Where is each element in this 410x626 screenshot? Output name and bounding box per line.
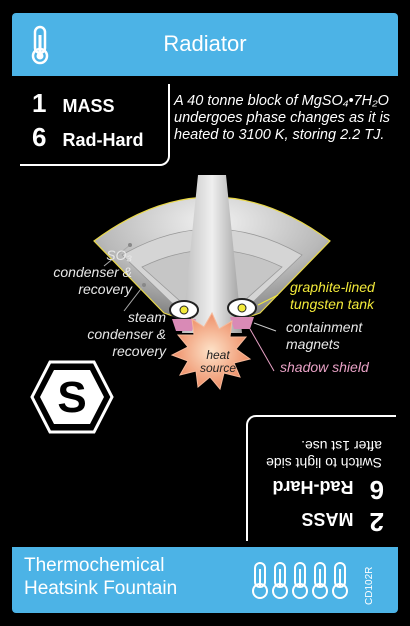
label-so3-condenser: SO₃ condenser & recovery <box>53 247 132 297</box>
tungsten-tank-right <box>227 298 257 329</box>
mass-stat: 1 MASS <box>32 88 114 119</box>
label-steam-condenser: steam condenser & recovery <box>87 309 166 359</box>
radhard-stat: 6 Rad-Hard <box>32 122 143 153</box>
flip-radhard-label: Rad-Hard <box>272 477 354 497</box>
card-type-title: Radiator <box>163 31 247 56</box>
label-shadow-shield: shadow shield <box>280 359 369 375</box>
flip-note: Switch to light side after 1st use. <box>266 438 382 471</box>
thermometer-outline-icon <box>272 562 288 599</box>
thermometer-outline-icon <box>292 562 308 599</box>
hexagon-s-icon: S <box>30 360 114 434</box>
thermometer-pips <box>252 562 348 599</box>
label-containment-magnets: containment magnets <box>286 319 363 352</box>
thermometer-outline-icon <box>252 562 268 599</box>
card-name-line1: Thermochemical <box>24 555 165 576</box>
flip-mass-label: MASS <box>301 509 354 529</box>
thermometer-icon <box>31 25 49 65</box>
card-name: Thermochemical Heatsink Fountain <box>24 554 177 600</box>
fountain-diagram <box>93 175 331 391</box>
flip-side-box: 2 MASS 6 Rad-Hard Switch to light side a… <box>244 413 396 541</box>
flip-radhard-stat: 6 Rad-Hard <box>273 474 384 505</box>
game-card[interactable]: Radiator 1 MASS 6 Rad-Hard A 40 tonne bl… <box>12 13 398 613</box>
stats-box: 1 MASS 6 Rad-Hard <box>20 84 170 166</box>
card-footer: Thermochemical Heatsink Fountain CD102R <box>12 547 398 613</box>
flip-radhard-value: 6 <box>369 475 384 505</box>
radhard-label: Rad-Hard <box>62 130 144 150</box>
flip-mass-stat: 2 MASS <box>302 506 384 537</box>
heat-source-burst <box>170 311 252 391</box>
card-code: CD102R <box>364 566 375 605</box>
thermometer-outline-icon <box>312 562 328 599</box>
card-description: A 40 tonne block of MgSO₄•7H₂O undergoes… <box>174 93 391 143</box>
central-column <box>182 175 242 333</box>
label-graphite-tank: graphite-lined tungsten tank <box>290 279 375 312</box>
thermometer-outline-icon <box>332 562 348 599</box>
mass-value: 1 <box>32 88 47 118</box>
card-header: Radiator <box>12 13 398 76</box>
radhard-value: 6 <box>32 122 47 152</box>
tungsten-tank-left <box>169 300 199 331</box>
symbol-letter: S <box>57 373 86 422</box>
card-name-line2: Heatsink Fountain <box>24 578 178 599</box>
flip-mass-value: 2 <box>369 507 384 537</box>
mass-label: MASS <box>62 96 115 116</box>
label-heat-source: heat source <box>199 348 237 375</box>
